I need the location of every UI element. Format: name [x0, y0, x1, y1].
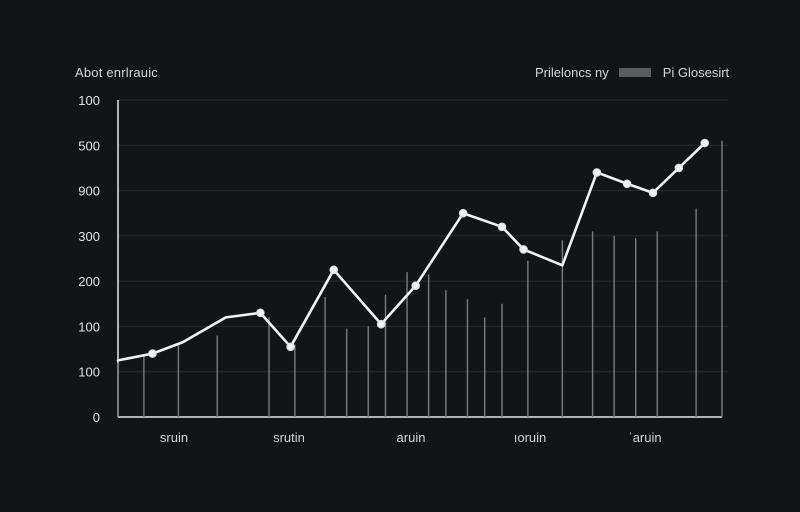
data-point [286, 342, 295, 352]
y-tick-label: 100 [78, 319, 100, 334]
y-tick-label: 300 [78, 229, 100, 244]
data-point [622, 179, 632, 189]
x-tick-label: ˈaruin [628, 430, 661, 445]
data-point [376, 319, 386, 329]
data-point [329, 265, 339, 275]
legend: Prileloncs ny Pi Glosesirt [535, 65, 729, 80]
data-point [592, 168, 602, 177]
x-tick-label: srutin [273, 430, 305, 445]
data-point [497, 222, 507, 232]
x-tick-label: ıoruin [514, 430, 547, 445]
series-line [116, 141, 707, 362]
y-tick-label: 200 [78, 274, 100, 289]
y-tick-label: 500 [78, 138, 100, 153]
data-point [148, 349, 157, 358]
data-point [700, 138, 710, 148]
legend-entry-1: Prileloncs ny [535, 65, 609, 80]
y-tick-label: 100 [78, 365, 100, 380]
y-tick-label: 900 [78, 184, 100, 199]
data-point [519, 245, 528, 254]
data-point [648, 188, 658, 198]
x-tick-label: sruin [160, 430, 188, 445]
data-point [411, 281, 420, 290]
legend-entry-2: Pi Glosesirt [662, 65, 730, 80]
data-point [256, 308, 265, 318]
x-tick-label: aruin [397, 430, 426, 445]
data-point [674, 163, 684, 173]
data-point [458, 208, 468, 218]
chart-title: Abot enrlrauic [75, 65, 159, 80]
y-tick-label: 0 [93, 410, 100, 425]
legend-swatch [618, 68, 651, 77]
y-tick-label: 100 [78, 93, 100, 108]
